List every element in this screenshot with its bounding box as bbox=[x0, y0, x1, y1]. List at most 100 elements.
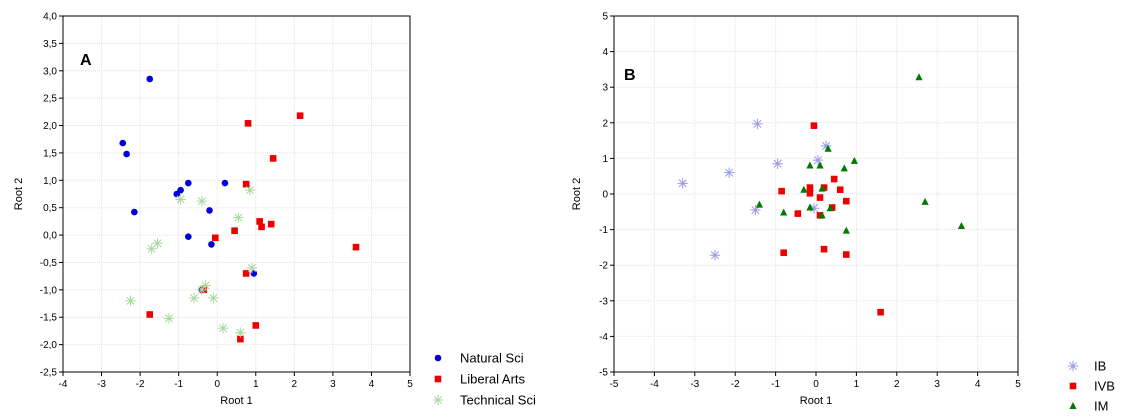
y-tick-label: -5 bbox=[599, 368, 608, 379]
data-point bbox=[246, 262, 258, 274]
data-point bbox=[146, 243, 157, 254]
x-tick-label: -5 bbox=[610, 379, 619, 390]
data-point bbox=[146, 75, 154, 83]
x-tick-label: -3 bbox=[97, 379, 106, 390]
data-point bbox=[806, 203, 814, 211]
y-tick-label: -3 bbox=[599, 296, 608, 307]
legend-marker bbox=[434, 354, 442, 362]
data-point bbox=[163, 313, 175, 324]
x-tick-label: -2 bbox=[136, 379, 145, 390]
data-point bbox=[808, 203, 820, 214]
x-tick-label: -1 bbox=[771, 379, 780, 390]
y-tick-label: 5 bbox=[602, 12, 608, 23]
x-tick-label: 5 bbox=[407, 379, 413, 390]
data-point bbox=[877, 308, 884, 316]
y-tick-label: -1,5 bbox=[40, 313, 58, 324]
x-tick-label: 0 bbox=[214, 379, 220, 390]
legend-marker bbox=[434, 375, 442, 383]
data-point bbox=[244, 184, 256, 196]
data-point bbox=[780, 249, 787, 257]
data-point bbox=[752, 118, 763, 130]
series-natural-sci bbox=[119, 75, 258, 294]
x-tick-label: 2 bbox=[292, 379, 298, 390]
data-point bbox=[810, 122, 818, 129]
legend-label: IM bbox=[1094, 399, 1108, 414]
y-tick-label: 1,5 bbox=[43, 148, 57, 159]
legend-marker bbox=[1067, 360, 1079, 372]
x-tick-label: 4 bbox=[369, 379, 375, 390]
data-point bbox=[816, 194, 824, 201]
data-point bbox=[843, 197, 850, 205]
x-tick-label: 2 bbox=[894, 379, 900, 390]
y-tick-label: -1,0 bbox=[40, 285, 58, 296]
data-point bbox=[915, 73, 923, 81]
y-tick-label: 0 bbox=[602, 190, 608, 201]
y-tick-label: 4 bbox=[602, 47, 608, 58]
data-point bbox=[824, 144, 832, 152]
data-point bbox=[185, 179, 192, 187]
y-tick-label: 2,5 bbox=[43, 94, 57, 105]
legend-label: Technical Sci bbox=[460, 393, 536, 408]
y-tick-label: -1 bbox=[599, 225, 608, 236]
data-point bbox=[772, 158, 783, 169]
chart-panel-a: -4 -3 -2 -1 0 1 2 3 4 5 -2,5 -2,0 -1,5 -1,0 -0,5 0,0 0,5… bbox=[13, 12, 536, 408]
data-point bbox=[131, 208, 138, 216]
data-point bbox=[211, 234, 219, 242]
data-point bbox=[820, 245, 828, 253]
data-point bbox=[196, 195, 207, 207]
data-point bbox=[709, 250, 721, 261]
y-tick-label: -2,0 bbox=[40, 340, 58, 351]
data-point bbox=[146, 311, 154, 318]
data-point bbox=[843, 251, 850, 258]
data-point bbox=[842, 226, 850, 234]
data-point bbox=[806, 189, 814, 197]
legend-marker bbox=[1069, 402, 1077, 409]
y-tick-label: -0,5 bbox=[40, 258, 58, 269]
data-point bbox=[235, 327, 246, 338]
data-point bbox=[957, 222, 966, 230]
data-point bbox=[836, 186, 844, 194]
legend: Natural Sci Liberal Arts Technical Sci bbox=[432, 351, 536, 408]
legend-label: IB bbox=[1094, 359, 1106, 374]
data-point bbox=[252, 322, 260, 329]
x-tick-label: -4 bbox=[650, 379, 659, 390]
y-tick-label: 1 bbox=[602, 154, 608, 165]
series-ivb bbox=[778, 122, 884, 316]
data-point bbox=[352, 243, 360, 251]
data-point bbox=[828, 204, 836, 211]
data-point bbox=[152, 238, 163, 249]
x-tick-label: 3 bbox=[934, 379, 940, 390]
data-point bbox=[125, 295, 136, 306]
y-tick-label: 0,5 bbox=[43, 203, 57, 214]
x-axis-title: Root 1 bbox=[800, 395, 832, 407]
data-point bbox=[185, 233, 192, 241]
legend-label: Liberal Arts bbox=[460, 372, 526, 387]
x-tick-label: 5 bbox=[1015, 379, 1021, 390]
y-tick-label: 1,0 bbox=[43, 176, 57, 187]
legend-marker bbox=[432, 394, 444, 406]
y-tick-label: 3,0 bbox=[43, 66, 57, 77]
data-point bbox=[840, 164, 848, 172]
data-point bbox=[256, 218, 263, 225]
y-tick-label: -2,5 bbox=[40, 368, 58, 379]
data-point bbox=[723, 167, 735, 178]
data-point bbox=[206, 207, 213, 214]
data-point bbox=[242, 180, 250, 188]
x-tick-label: 3 bbox=[330, 379, 336, 390]
data-point bbox=[800, 185, 808, 193]
data-point bbox=[173, 190, 181, 198]
panel-label: B bbox=[624, 67, 636, 84]
data-point bbox=[780, 208, 788, 216]
data-point bbox=[820, 140, 832, 152]
data-point bbox=[233, 212, 244, 223]
data-point bbox=[806, 184, 814, 191]
legend-marker bbox=[1069, 382, 1077, 390]
data-point bbox=[826, 204, 834, 212]
data-point bbox=[296, 112, 304, 119]
y-tick-label: 2,0 bbox=[43, 121, 57, 132]
chart-panel-b: -5 -4 -3 -2 -1 0 1 2 3 4 5 -5 -4 -3 -2 -1 0 1 2 3 4 5 Root 1 Ro… bbox=[571, 12, 1115, 414]
y-tick-label: 2 bbox=[602, 118, 608, 129]
data-point bbox=[231, 227, 238, 234]
legend: IB IVB IM bbox=[1067, 359, 1115, 414]
